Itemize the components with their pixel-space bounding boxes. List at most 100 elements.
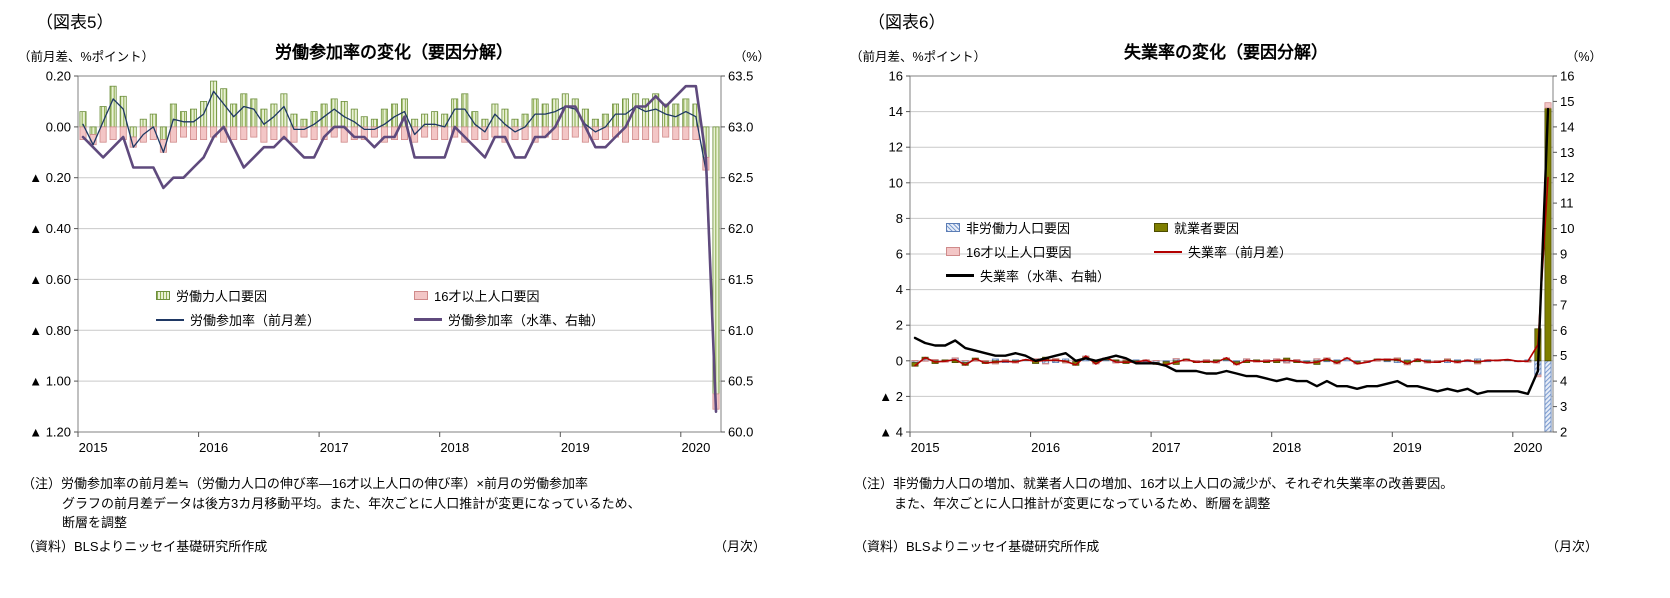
legend-item: 非労働力人口要因 bbox=[946, 218, 1136, 237]
figure6-legend: 非労働力人口要因 就業者要因 16才以上人口要因 失業率（前月差） 失業率（水準、右軸） bbox=[946, 218, 1292, 285]
note-line: また、年次ごとに人口推計が変更になっているため、断層を調整 bbox=[894, 495, 1271, 511]
svg-text:60.5: 60.5 bbox=[728, 374, 753, 389]
svg-text:▲ 1.00: ▲ 1.00 bbox=[29, 374, 71, 389]
line-series bbox=[81, 84, 718, 414]
svg-text:6: 6 bbox=[1560, 323, 1567, 338]
figure6-label: （図表6） bbox=[868, 13, 946, 32]
line-series bbox=[914, 176, 1549, 367]
bar-series bbox=[79, 80, 720, 410]
legend-label: 失業率（前月差） bbox=[1188, 245, 1293, 260]
figure5-notes: （注）労働参加率の前月差≒（労働力人口の伸び率―16才以上人口の伸び率）×前月の… bbox=[22, 474, 766, 533]
svg-text:61.0: 61.0 bbox=[728, 323, 753, 338]
svg-text:2020: 2020 bbox=[1513, 440, 1542, 455]
legend-item: 労働参加率（前月差） bbox=[156, 310, 396, 329]
legend-item: 16才以上人口要因 bbox=[414, 286, 604, 305]
figure5-title: 労働参加率の変化（要因分解） bbox=[275, 43, 513, 62]
svg-text:10: 10 bbox=[1560, 221, 1574, 236]
svg-text:▲ 0.60: ▲ 0.60 bbox=[29, 272, 71, 287]
figure6-notes: （注）非労働力人口の増加、就業者人口の増加、16才以上人口の減少が、それぞれ失業… bbox=[854, 474, 1598, 513]
svg-text:11: 11 bbox=[1560, 196, 1574, 211]
svg-text:2018: 2018 bbox=[440, 440, 469, 455]
svg-text:16: 16 bbox=[1560, 69, 1574, 84]
legend-item: 就業者要因 bbox=[1154, 218, 1292, 237]
figure5-frequency-label: （月次） bbox=[713, 539, 766, 554]
line-series bbox=[913, 107, 1550, 396]
legend-label: 労働参加率（水準、右軸） bbox=[448, 313, 605, 328]
legend-line-swatch bbox=[1154, 250, 1182, 253]
svg-text:2017: 2017 bbox=[320, 440, 349, 455]
figure6-chart: 16 14 12 10 8 6 4 2 0 ▲ 2 ▲ 4 16 15 14 13 12 11 10 9 8 7 6 5 4 3… bbox=[879, 69, 1574, 456]
svg-text:15: 15 bbox=[1560, 94, 1574, 109]
bars-hatch-blue bbox=[911, 357, 1552, 432]
svg-text:▲ 0.80: ▲ 0.80 bbox=[29, 323, 71, 338]
figure5-source-row: （資料）BLSよりニッセイ基礎研究所作成 （月次） bbox=[22, 536, 766, 555]
plot-border bbox=[77, 75, 722, 433]
svg-text:14: 14 bbox=[1560, 119, 1574, 134]
legend-bar-swatch-solid-pink bbox=[414, 291, 428, 300]
svg-text:10: 10 bbox=[889, 175, 903, 190]
legend-bar-swatch-solid-olive bbox=[1154, 223, 1168, 232]
figure5-legend: 労働力人口要因 16才以上人口要因労働参加率（前月差） 労働参加率（水準、右軸） bbox=[156, 286, 604, 329]
figure6-source-row: （資料）BLSよりニッセイ基礎研究所作成 （月次） bbox=[854, 536, 1598, 555]
legend-line-swatch bbox=[414, 318, 442, 321]
svg-text:9: 9 bbox=[1560, 247, 1567, 262]
svg-text:2018: 2018 bbox=[1272, 440, 1301, 455]
svg-text:2016: 2016 bbox=[1031, 440, 1060, 455]
axis-labels: 0.20 0.00 ▲ 0.20 ▲ 0.40 ▲ 0.60 ▲ 0.80 ▲ 1.00 ▲ … bbox=[29, 69, 753, 456]
legend-bar-swatch-hatch-green bbox=[156, 291, 170, 300]
legend-item: 16才以上人口要因 bbox=[946, 242, 1136, 261]
svg-text:0.00: 0.00 bbox=[46, 119, 71, 134]
svg-text:12: 12 bbox=[889, 140, 903, 155]
legend-label: 労働力人口要因 bbox=[176, 289, 268, 304]
svg-text:60.0: 60.0 bbox=[728, 425, 753, 440]
svg-text:2019: 2019 bbox=[561, 440, 590, 455]
legend-label: 16才以上人口要因 bbox=[434, 289, 540, 304]
line-series bbox=[82, 90, 717, 410]
figure6-source: （資料）BLSよりニッセイ基礎研究所作成 bbox=[854, 539, 1100, 554]
svg-text:12: 12 bbox=[1560, 170, 1574, 185]
svg-text:4: 4 bbox=[1560, 374, 1567, 389]
legend-item: 労働力人口要因 bbox=[156, 286, 396, 305]
svg-text:16: 16 bbox=[889, 69, 903, 84]
svg-text:5: 5 bbox=[1560, 348, 1567, 363]
svg-text:2016: 2016 bbox=[199, 440, 228, 455]
note-line: （注）労働参加率の前月差≒（労働力人口の伸び率―16才以上人口の伸び率）×前月の… bbox=[22, 476, 588, 491]
svg-text:63.5: 63.5 bbox=[728, 69, 753, 84]
svg-text:2017: 2017 bbox=[1152, 440, 1181, 455]
figure6-frequency-label: （月次） bbox=[1545, 539, 1598, 554]
svg-text:▲ 0.20: ▲ 0.20 bbox=[29, 170, 71, 185]
figure6-left-axis-caption: （前月差、%ポイント） bbox=[850, 50, 987, 64]
svg-text:13: 13 bbox=[1560, 145, 1574, 160]
svg-text:8: 8 bbox=[896, 211, 903, 226]
legend-item: 労働参加率（水準、右軸） bbox=[414, 310, 604, 329]
axis-labels: 16 14 12 10 8 6 4 2 0 ▲ 2 ▲ 4 16 15 14 13 12 11 10 9 8 7 6 5 4 3… bbox=[879, 69, 1574, 456]
figure6-panel: （図表6） （前月差、%ポイント） 失業率の変化（要因分解） （%） 16 14 1… bbox=[846, 0, 1606, 598]
legend-line-swatch bbox=[156, 318, 184, 321]
svg-text:63.0: 63.0 bbox=[728, 119, 753, 134]
legend-label: 失業率（水準、右軸） bbox=[980, 269, 1111, 284]
svg-text:62.0: 62.0 bbox=[728, 221, 753, 236]
legend-label: 非労働力人口要因 bbox=[966, 221, 1071, 236]
figure5-left-axis-caption: （前月差、%ポイント） bbox=[18, 50, 155, 64]
svg-text:▲ 4: ▲ 4 bbox=[879, 425, 903, 440]
svg-text:0.20: 0.20 bbox=[46, 69, 71, 84]
figure5-source: （資料）BLSよりニッセイ基礎研究所作成 bbox=[22, 539, 268, 554]
svg-text:2019: 2019 bbox=[1393, 440, 1422, 455]
figure5-chart: 0.20 0.00 ▲ 0.20 ▲ 0.40 ▲ 0.60 ▲ 0.80 ▲ 1.00 ▲ … bbox=[29, 69, 753, 456]
svg-text:▲ 1.20: ▲ 1.20 bbox=[29, 425, 71, 440]
note-line: 断層を調整 bbox=[62, 515, 128, 530]
svg-text:2015: 2015 bbox=[79, 440, 108, 455]
svg-text:3: 3 bbox=[1560, 399, 1567, 414]
svg-text:4: 4 bbox=[896, 282, 903, 297]
legend-bar-swatch-hatch-blue bbox=[946, 223, 960, 232]
legend-label: 16才以上人口要因 bbox=[966, 245, 1072, 260]
svg-text:2: 2 bbox=[1560, 425, 1567, 440]
svg-text:2020: 2020 bbox=[681, 440, 710, 455]
svg-text:62.5: 62.5 bbox=[728, 170, 753, 185]
figure6-title: 失業率の変化（要因分解） bbox=[1124, 43, 1328, 62]
legend-item: 失業率（水準、右軸） bbox=[946, 266, 1136, 285]
svg-text:▲ 2: ▲ 2 bbox=[879, 389, 903, 404]
svg-text:61.5: 61.5 bbox=[728, 272, 753, 287]
note-line: グラフの前月差データは後方3カ月移動平均。また、年次ごとに人口推計が変更になって… bbox=[62, 495, 641, 511]
